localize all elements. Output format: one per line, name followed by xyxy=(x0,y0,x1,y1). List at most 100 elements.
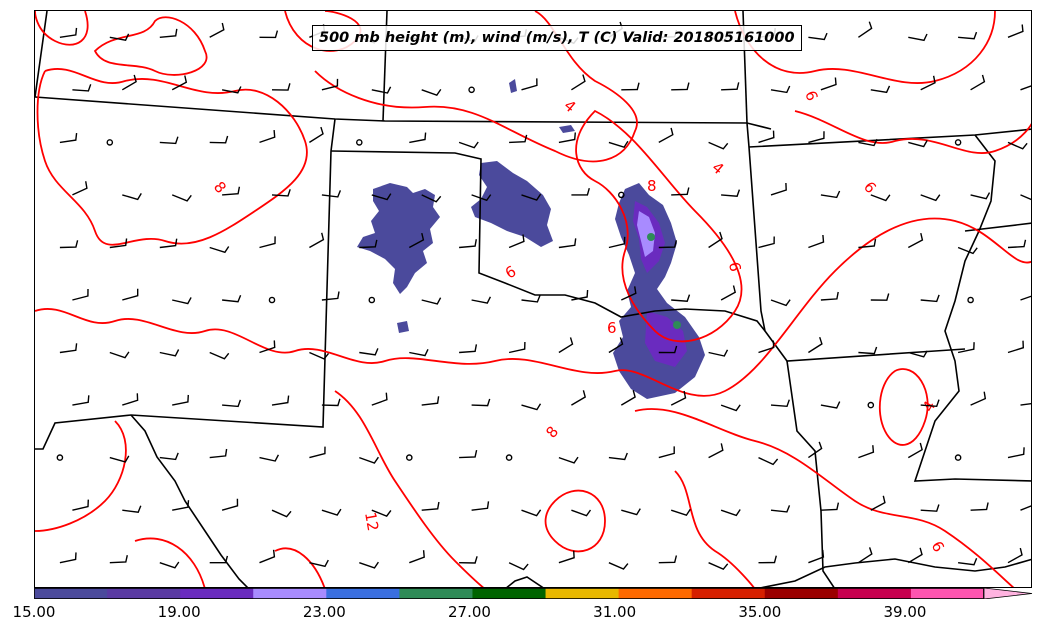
colorbar-bin xyxy=(472,588,547,599)
wind-barb xyxy=(920,399,940,408)
wind-barb xyxy=(159,452,179,461)
contour-line xyxy=(634,408,1015,587)
wind-barb xyxy=(1020,505,1031,511)
calm-wind-circle xyxy=(618,191,625,199)
wind-barb xyxy=(59,133,78,144)
colorbar-bin xyxy=(180,588,254,599)
contour-label: 6 xyxy=(502,262,519,282)
wind-barb xyxy=(209,246,230,254)
calm-wind-circle xyxy=(867,401,875,409)
colorbar-tick-label: 19.00 xyxy=(157,603,201,621)
coastline xyxy=(760,558,1031,587)
wind-barb xyxy=(471,501,490,511)
contour-label: 6 xyxy=(801,88,821,103)
wind-barb xyxy=(870,293,890,301)
wind-barb xyxy=(471,194,492,202)
wind-barb xyxy=(720,285,737,301)
calm-wind-circle xyxy=(268,296,276,304)
wind-barb xyxy=(1007,547,1023,564)
colorbar-bin xyxy=(691,588,766,599)
contour-label: 8 xyxy=(647,177,657,195)
wind-barb xyxy=(459,449,478,459)
wind-barb xyxy=(907,442,923,459)
wind-barb xyxy=(1007,141,1028,150)
wind-barb xyxy=(1007,447,1025,459)
wind-barb xyxy=(1007,340,1025,354)
wind-barb xyxy=(608,236,626,249)
wind-barb xyxy=(59,552,77,564)
border-line xyxy=(35,11,48,98)
colorbar-bin xyxy=(253,588,327,599)
contour-line xyxy=(734,11,996,84)
wind-barb xyxy=(758,130,775,144)
colorbar-outline xyxy=(34,588,984,599)
wind-barb xyxy=(309,351,330,360)
wind-barb xyxy=(770,505,791,513)
wind-barb xyxy=(172,500,190,511)
wind-barb xyxy=(309,446,326,459)
calm-wind-circle xyxy=(954,454,962,461)
calm-wind-circle xyxy=(355,139,363,146)
wind-barb xyxy=(858,346,878,355)
wind-barb xyxy=(521,295,541,303)
border-line xyxy=(130,414,249,587)
wind-barb xyxy=(720,509,741,517)
wind-barb xyxy=(970,74,986,91)
wind-barb xyxy=(421,194,442,203)
wind-barb xyxy=(222,294,242,303)
wind-barb xyxy=(321,78,339,91)
wind-barb xyxy=(122,288,139,301)
contour-line xyxy=(134,537,206,587)
wind-barb xyxy=(72,181,88,196)
wind-barb xyxy=(109,455,130,463)
wind-barb xyxy=(558,337,574,354)
wind-barb xyxy=(59,27,78,38)
wind-barb xyxy=(708,562,729,571)
colorbar-tick-label: 27.00 xyxy=(448,603,491,621)
colorbar-extend-arrow xyxy=(983,588,1033,599)
wind-barb xyxy=(222,399,242,408)
wind-barb xyxy=(72,395,90,406)
wind-barb xyxy=(908,140,928,148)
contour-label: 6 xyxy=(928,538,948,555)
wind-barb xyxy=(907,232,924,249)
shaded-region-west xyxy=(357,183,440,294)
wind-barb xyxy=(858,445,875,459)
colorbar-bin xyxy=(837,588,912,599)
wind-barb xyxy=(421,297,442,305)
wind-barb xyxy=(521,403,542,411)
wind-barb xyxy=(858,21,873,38)
border-line xyxy=(748,128,1031,148)
wind-barb xyxy=(621,82,640,91)
wind-barb xyxy=(221,86,242,94)
wind-barb xyxy=(958,557,978,566)
wind-barb xyxy=(658,446,675,459)
wind-barb xyxy=(621,508,641,516)
wind-barb xyxy=(259,340,276,354)
wind-barb xyxy=(271,395,290,406)
wind-barb xyxy=(808,549,825,564)
wind-barb xyxy=(920,294,940,303)
wind-barb xyxy=(271,509,292,518)
wind-barb xyxy=(958,31,978,40)
contour-line xyxy=(544,489,606,553)
wind-barb xyxy=(708,349,729,357)
colorbar-bin xyxy=(399,588,473,599)
colorbar-bin xyxy=(618,588,693,599)
calm-wind-circle xyxy=(468,86,475,94)
contour-line xyxy=(674,470,755,587)
wind-barb xyxy=(509,134,528,144)
wind-barb xyxy=(571,188,590,196)
wind-barb xyxy=(371,392,388,406)
wind-barb xyxy=(658,345,678,354)
wind-barb xyxy=(371,509,392,517)
wind-barb xyxy=(309,559,329,568)
contour-label: 8 xyxy=(542,423,562,442)
wind-barb xyxy=(671,187,690,196)
wind-barb xyxy=(321,508,342,516)
wind-barb xyxy=(122,505,142,513)
wind-barb xyxy=(109,351,130,359)
wind-barb xyxy=(870,495,886,511)
wind-barb xyxy=(59,343,78,354)
wind-barb xyxy=(109,555,128,564)
